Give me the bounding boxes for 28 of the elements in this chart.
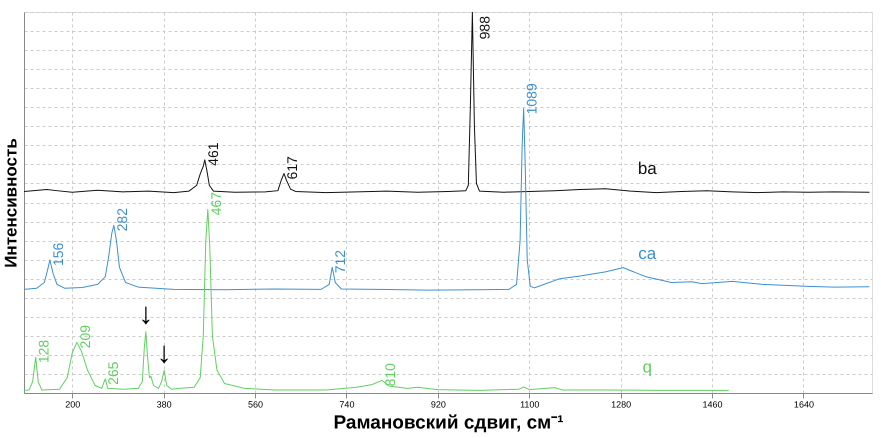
x-tick-label: 380 xyxy=(156,400,172,410)
annotation: 617 xyxy=(284,156,300,180)
annotation: 128 xyxy=(36,340,52,364)
x-tick-label: 920 xyxy=(430,400,446,410)
x-tick-label: 560 xyxy=(248,400,264,410)
y-axis-title: Интенсивность xyxy=(2,138,20,268)
annotation: 209 xyxy=(76,324,93,348)
series-label: ba xyxy=(638,159,658,178)
annotation: ↓ xyxy=(156,336,172,370)
annotation: 265 xyxy=(105,361,122,385)
annotation: 712 xyxy=(332,250,348,274)
annotation: 282 xyxy=(114,208,130,232)
x-tick-label: 200 xyxy=(65,400,80,410)
annotation: 988 xyxy=(476,16,492,40)
annotation: 467 xyxy=(208,192,224,216)
x-tick-label: 1640 xyxy=(794,400,814,410)
x-tick-label: 1280 xyxy=(611,400,632,410)
annotation: 156 xyxy=(50,242,66,266)
annotation: ↓ xyxy=(138,298,154,331)
annotation: 461 xyxy=(204,142,221,166)
x-tick-label: 740 xyxy=(339,400,354,410)
annotation: 1089 xyxy=(524,83,540,114)
series-label: q xyxy=(642,357,652,376)
annotation: 810 xyxy=(382,362,398,386)
x-axis-title: Рамановский сдвиг, см⁻¹ xyxy=(333,412,564,434)
series-label: ca xyxy=(638,244,657,264)
x-tick-label: 1460 xyxy=(702,400,723,410)
x-tick-label: 1100 xyxy=(520,400,540,410)
